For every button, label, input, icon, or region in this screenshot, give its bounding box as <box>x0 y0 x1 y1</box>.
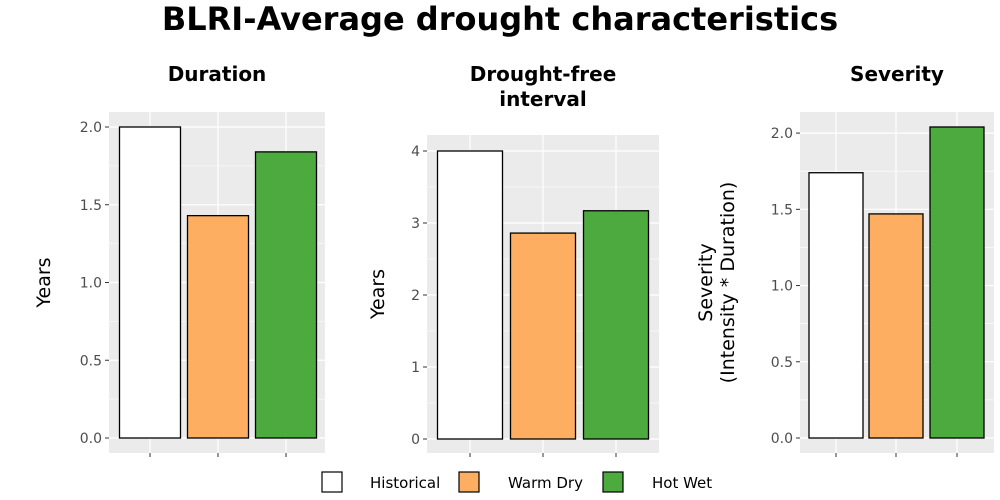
bar-historical <box>118 126 182 439</box>
y-tick-label: 0.5 <box>80 353 102 369</box>
y-tick-label: 0 <box>411 432 420 448</box>
y-tick-label: 2.0 <box>771 126 793 142</box>
bar-warm-dry <box>509 232 577 440</box>
y-tick-label: 2.0 <box>80 120 102 136</box>
legend-label: Historical <box>370 474 440 492</box>
legend-label: Warm Dry <box>508 474 583 492</box>
y-tick-label: 0.0 <box>771 431 793 447</box>
bar-hot-wet <box>254 151 318 439</box>
y-axis-label: Years <box>33 257 55 308</box>
panel-title: Severity <box>850 62 944 86</box>
panel-title: Duration <box>168 62 267 86</box>
panel-title: interval <box>499 87 586 111</box>
y-tick-label: 1 <box>411 360 420 376</box>
legend: Historical Warm Dry Hot Wet <box>321 471 712 493</box>
bar-warm-dry <box>868 213 924 439</box>
legend-label: Hot Wet <box>652 474 712 492</box>
bar-hot-wet <box>582 210 650 440</box>
legend-swatch <box>602 471 624 493</box>
panel-1: 0.0 0.5 1.0 1.5 2.0 Duration Years <box>33 62 325 457</box>
y-tick-label: 1.5 <box>771 202 793 218</box>
y-axis-label: (Intensity * Duration) <box>717 182 739 384</box>
bar-warm-dry <box>186 214 250 439</box>
bar-hot-wet <box>929 126 985 439</box>
y-axis-label: Severity <box>695 243 717 321</box>
y-tick-label: 3 <box>411 216 420 232</box>
legend-swatch <box>458 471 480 493</box>
bar-historical <box>808 172 864 439</box>
bar-historical <box>436 150 504 440</box>
y-tick-label: 1.0 <box>80 276 102 292</box>
y-axis-label: Years <box>367 269 389 320</box>
y-tick-label: 1.5 <box>80 198 102 214</box>
y-tick-label: 0.5 <box>771 355 793 371</box>
legend-swatch <box>321 471 343 493</box>
y-tick-label: 0.0 <box>80 431 102 447</box>
y-tick-label: 1.0 <box>771 279 793 295</box>
main-title: BLRI-Average drought characteristics <box>161 0 839 38</box>
y-tick-label: 2 <box>411 288 420 304</box>
y-tick-label: 4 <box>411 144 420 160</box>
panel-title: Drought-free <box>470 62 617 86</box>
